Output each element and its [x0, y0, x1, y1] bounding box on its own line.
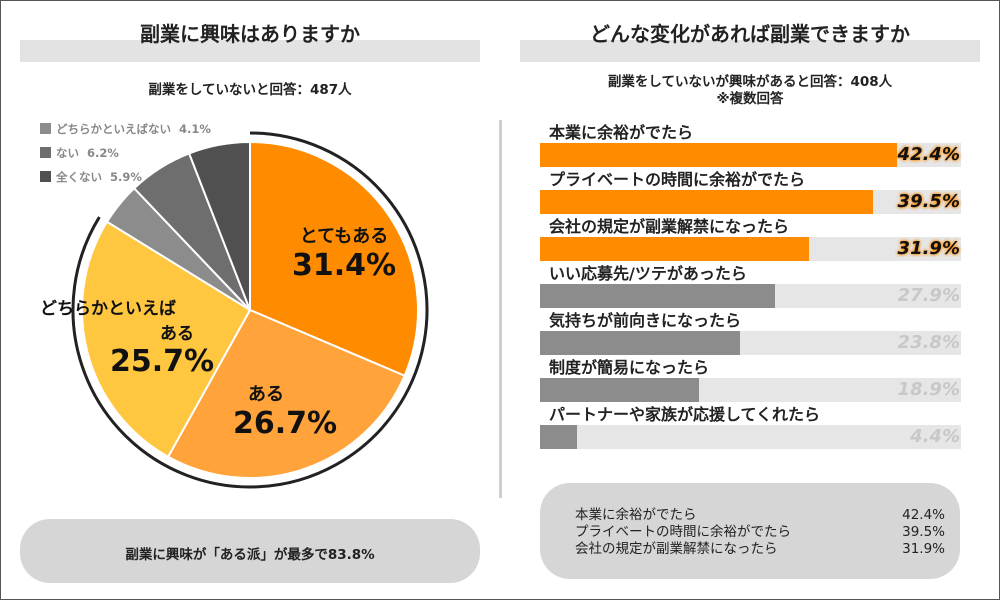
pie-label-yes: ある 26.7%: [220, 380, 350, 441]
bar-label: 制度が簡易になったら: [546, 358, 713, 378]
pie-slice: [249, 140, 419, 378]
pie-slice: [81, 220, 252, 459]
left-summary-pill: [20, 519, 480, 583]
left-summary-text: 副業に興味が「ある派」が最多で83.8%: [125, 547, 375, 563]
right-subtitle-note: ※複数回答: [716, 91, 784, 107]
bar-label: 本業に余裕がでたら: [546, 123, 697, 143]
bar-track: [540, 190, 961, 214]
summary-value: 39.5%: [902, 524, 945, 540]
right-subtitle: 副業をしていないが興味があると回答：408人: [607, 74, 893, 90]
pie-slice: [187, 140, 251, 311]
pie-label-name-line1: どちらかといえば: [40, 299, 176, 319]
pie-label-name: ある: [248, 384, 284, 405]
pie-label-very: とてもある 31.4%: [274, 222, 414, 283]
bar-label: プライベートの時間に余裕がでたら: [546, 170, 809, 190]
bar-value: 31.9%: [897, 238, 960, 259]
legend-swatch: [40, 171, 51, 182]
interested-group-arc: [71, 131, 429, 489]
legend-label: 全くない: [56, 170, 102, 184]
bar: [540, 143, 897, 167]
left-title-bar: [20, 40, 480, 62]
legend-item-none: 全くない 5.9%: [40, 169, 142, 185]
legend-value: 4.1%: [179, 122, 211, 136]
pie-label-name: とてもある: [299, 226, 389, 247]
legend-item-no: ない 6.2%: [40, 145, 119, 161]
bar: [540, 237, 809, 261]
summary-label: 本業に余裕がでたら: [575, 507, 697, 523]
panel-divider: [499, 120, 502, 498]
pie-label-value: 31.4%: [291, 248, 397, 283]
legend-value: 6.2%: [87, 146, 119, 160]
legend-label: ない: [56, 146, 79, 160]
bar-value: 23.8%: [897, 332, 960, 353]
legend-swatch: [40, 147, 51, 158]
pie-label-value: 25.7%: [110, 344, 215, 379]
bar-value: 39.5%: [897, 191, 960, 212]
summary-label: プライベートの時間に余裕がでたら: [575, 524, 791, 540]
right-title: どんな変化があれば副業できますか: [590, 22, 910, 46]
pie-label-somewhat-yes: どちらかといえば ある 25.7%: [40, 294, 230, 379]
bar-label: いい応募先/ツテがあったら: [546, 264, 750, 284]
pie-chart: [71, 131, 429, 489]
bar: [540, 378, 700, 402]
bar-track: [540, 284, 961, 308]
bar-track: [540, 378, 961, 402]
bar: [540, 190, 873, 214]
summary-row: 本業に余裕がでたら 42.4%: [575, 507, 945, 523]
right-title-bar: [520, 40, 980, 62]
bar-value: 27.9%: [897, 285, 960, 306]
legend-swatch: [40, 123, 51, 134]
bar: [540, 425, 578, 449]
summary-value: 42.4%: [902, 507, 945, 523]
right-summary-pill: [540, 483, 960, 579]
bar-value: 18.9%: [897, 379, 960, 400]
bar-track: [540, 143, 961, 167]
bar-label: 会社の規定が副業解禁になったら: [546, 217, 793, 237]
bar-label: 気持ちが前向きになったら: [546, 311, 745, 331]
pie-label-value: 26.7%: [232, 406, 338, 441]
summary-label: 会社の規定が副業解禁になったら: [575, 541, 778, 557]
summary-value: 31.9%: [902, 541, 945, 557]
bar: [540, 331, 741, 355]
summary-row: 会社の規定が副業解禁になったら 31.9%: [575, 541, 945, 557]
pie-label-name-line2: ある: [160, 324, 194, 344]
bar-track: [540, 425, 961, 449]
legend-label: どちらかといえばない: [56, 122, 171, 136]
summary-row: プライベートの時間に余裕がでたら 39.5%: [575, 524, 945, 540]
left-subtitle: 副業をしていないと回答：487人: [148, 82, 352, 98]
left-title: 副業に興味はありますか: [140, 22, 360, 46]
bar-label: パートナーや家族が応援してくれたら: [546, 405, 824, 425]
legend-value: 5.9%: [110, 170, 142, 184]
bar-track: [540, 237, 961, 261]
bar-value: 4.4%: [910, 426, 960, 447]
bar-track: [540, 331, 961, 355]
bar: [540, 284, 775, 308]
bar-value: 42.4%: [897, 144, 960, 165]
legend-item-somewhat-no: どちらかといえばない 4.1%: [40, 121, 211, 137]
